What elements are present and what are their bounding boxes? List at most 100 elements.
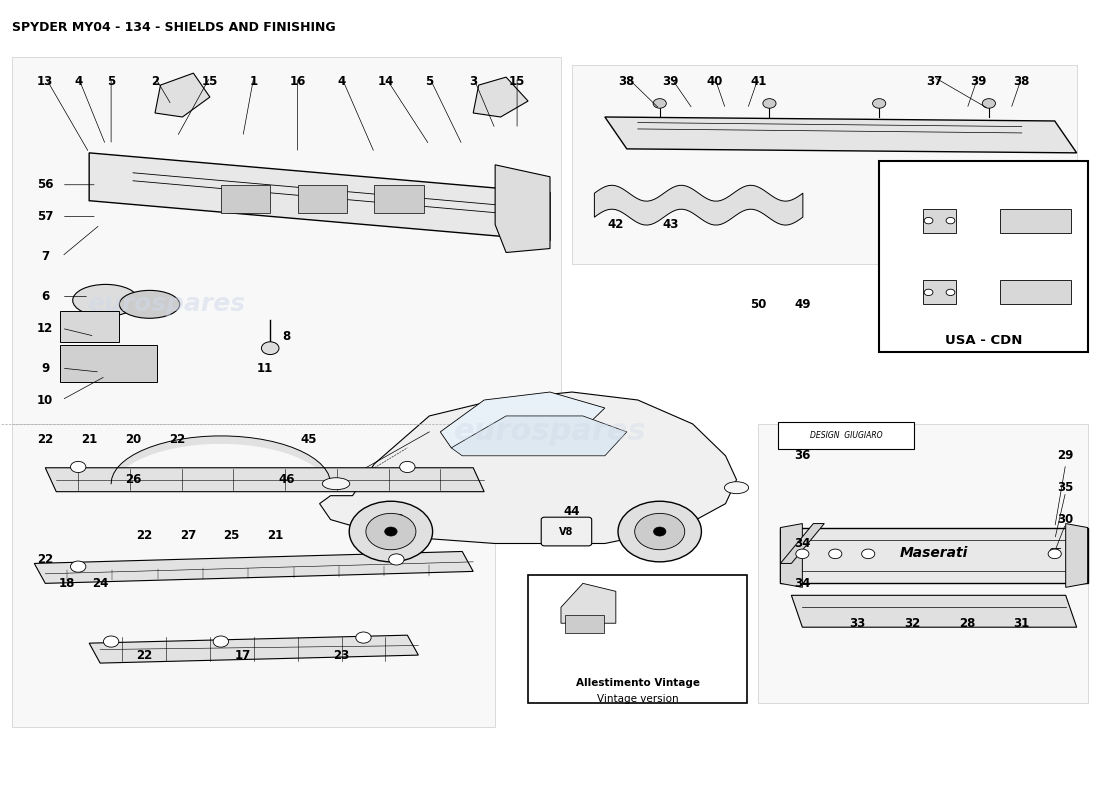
Text: 42: 42: [607, 218, 624, 231]
Polygon shape: [780, 527, 1088, 583]
Text: 51: 51: [1057, 258, 1074, 271]
Text: DESIGN  GIUGIARO: DESIGN GIUGIARO: [810, 430, 882, 439]
Circle shape: [355, 632, 371, 643]
FancyBboxPatch shape: [59, 345, 157, 382]
Text: Maserati: Maserati: [900, 546, 968, 560]
FancyBboxPatch shape: [572, 65, 1077, 265]
Text: 39: 39: [662, 74, 679, 88]
Text: 4: 4: [338, 74, 345, 88]
Polygon shape: [1000, 281, 1071, 304]
Text: 49: 49: [794, 298, 811, 311]
Text: 37: 37: [926, 74, 943, 88]
Polygon shape: [780, 523, 802, 587]
Text: eurospares: eurospares: [87, 292, 245, 316]
Text: 21: 21: [267, 529, 284, 542]
Polygon shape: [923, 281, 956, 304]
Polygon shape: [923, 209, 956, 233]
Circle shape: [946, 289, 955, 295]
Circle shape: [653, 527, 666, 536]
Circle shape: [366, 514, 416, 550]
Circle shape: [103, 636, 119, 647]
Text: 39: 39: [970, 74, 986, 88]
Text: V8: V8: [559, 526, 573, 537]
Text: 48: 48: [1024, 194, 1041, 207]
Circle shape: [763, 98, 776, 108]
Text: 51: 51: [1002, 194, 1019, 207]
Text: 14: 14: [377, 74, 394, 88]
Ellipse shape: [725, 482, 749, 494]
Text: 53: 53: [893, 290, 910, 303]
Circle shape: [385, 527, 397, 536]
Text: 34: 34: [794, 537, 811, 550]
Text: USA - CDN: USA - CDN: [945, 334, 1022, 346]
Text: 29: 29: [1057, 450, 1074, 462]
Text: 20: 20: [125, 434, 141, 446]
Text: 31: 31: [1014, 617, 1030, 630]
FancyBboxPatch shape: [541, 517, 592, 546]
Circle shape: [635, 514, 684, 550]
Text: 22: 22: [136, 649, 152, 662]
Text: 36: 36: [794, 450, 811, 462]
FancyBboxPatch shape: [12, 424, 495, 727]
Text: 22: 22: [136, 529, 152, 542]
Circle shape: [349, 502, 432, 562]
FancyBboxPatch shape: [298, 185, 346, 213]
Polygon shape: [451, 416, 627, 456]
Polygon shape: [1000, 209, 1071, 233]
FancyBboxPatch shape: [565, 615, 604, 633]
Polygon shape: [780, 523, 824, 563]
Polygon shape: [34, 551, 473, 583]
Text: 25: 25: [223, 529, 240, 542]
Text: 4: 4: [74, 74, 82, 88]
Text: 6: 6: [41, 290, 50, 303]
Circle shape: [399, 462, 415, 473]
Polygon shape: [495, 165, 550, 253]
Text: 19: 19: [388, 513, 405, 526]
Text: 30: 30: [1057, 513, 1074, 526]
Text: 49: 49: [1057, 194, 1074, 207]
Circle shape: [828, 549, 842, 558]
Circle shape: [924, 289, 933, 295]
Text: 22: 22: [168, 434, 185, 446]
Text: 56: 56: [37, 178, 54, 191]
Circle shape: [861, 549, 875, 558]
Text: 52: 52: [992, 258, 1008, 271]
Polygon shape: [561, 583, 616, 623]
Text: 1: 1: [250, 74, 257, 88]
Circle shape: [924, 218, 933, 224]
Text: 5: 5: [107, 74, 116, 88]
Text: 34: 34: [794, 577, 811, 590]
Polygon shape: [320, 392, 737, 543]
Text: 22: 22: [37, 434, 54, 446]
Text: 3: 3: [469, 74, 477, 88]
Text: 22: 22: [37, 553, 54, 566]
Polygon shape: [473, 77, 528, 117]
Text: eurospares: eurospares: [453, 418, 647, 446]
Text: 55: 55: [596, 641, 613, 654]
Text: 17: 17: [234, 649, 251, 662]
Circle shape: [388, 554, 404, 565]
Text: 47: 47: [915, 194, 932, 207]
Text: 33: 33: [849, 617, 866, 630]
Circle shape: [1048, 549, 1062, 558]
Ellipse shape: [119, 290, 179, 318]
Text: 15: 15: [509, 74, 526, 88]
Text: 21: 21: [81, 434, 97, 446]
Circle shape: [70, 561, 86, 572]
Circle shape: [982, 98, 996, 108]
Text: 50: 50: [893, 258, 910, 271]
Circle shape: [946, 218, 955, 224]
Text: 10: 10: [37, 394, 54, 406]
Circle shape: [795, 549, 808, 558]
Text: 11: 11: [256, 362, 273, 374]
Text: 45: 45: [300, 434, 317, 446]
Polygon shape: [155, 73, 210, 117]
Text: 16: 16: [289, 74, 306, 88]
FancyBboxPatch shape: [778, 422, 914, 450]
Text: 35: 35: [1057, 481, 1074, 494]
Text: 24: 24: [92, 577, 108, 590]
Text: 44: 44: [563, 505, 580, 518]
FancyBboxPatch shape: [528, 575, 748, 703]
Text: SPYDER MY04 - 134 - SHIELDS AND FINISHING: SPYDER MY04 - 134 - SHIELDS AND FINISHIN…: [12, 22, 336, 34]
Polygon shape: [605, 117, 1077, 153]
